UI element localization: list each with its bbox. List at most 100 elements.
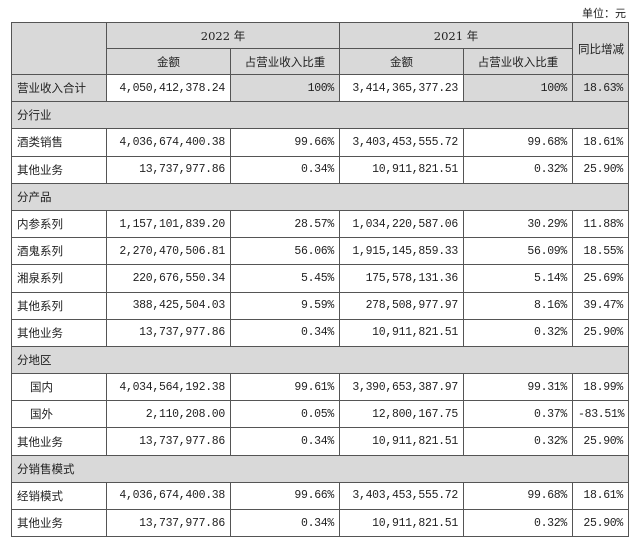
section-label: 分产品 [11, 182, 629, 211]
section-row: 分产品 [11, 182, 629, 211]
amount-2022: 1,157,101,839.20 [106, 209, 231, 239]
amount-2022: 4,034,564,192.38 [106, 373, 231, 402]
amount-2022: 4,036,674,400.38 [106, 481, 231, 511]
amount-2021: 3,403,453,555.72 [339, 481, 464, 511]
ratio-2022: 99.66% [230, 481, 340, 511]
ratio-2021: 0.32% [463, 427, 573, 456]
yoy-change: 18.61% [572, 128, 629, 157]
yoy-change: 25.90% [572, 427, 629, 456]
ratio-2021: 5.14% [463, 264, 573, 293]
table-row: 内参系列 1,157,101,839.20 28.57% 1,034,220,587.… [11, 209, 629, 239]
total-row: 营业收入合计 4,050,412,378.24 100% 3,414,365,377.… [11, 73, 629, 103]
header-yoy: 同比增减 [572, 22, 629, 75]
header-row-years: 2022 年 2021 年 同比增减 [11, 22, 629, 75]
amount-2022: 4,036,674,400.38 [106, 128, 231, 157]
amount-2022: 4,050,412,378.24 [106, 73, 231, 103]
revenue-table: 2022 年 2021 年 同比增减 金额 占营业收入比重 金额 占营业收入比重… [11, 22, 629, 538]
ratio-2021: 0.32% [463, 318, 573, 347]
ratio-2021: 0.32% [463, 155, 573, 184]
ratio-2022: 0.05% [230, 400, 340, 429]
table-row: 国内 4,034,564,192.38 99.61% 3,390,653,387.97… [11, 373, 629, 402]
ratio-2021: 0.37% [463, 400, 573, 429]
amount-2022: 2,270,470,506.81 [106, 237, 231, 266]
ratio-2022: 0.34% [230, 318, 340, 347]
header-ratio-2021: 占营业收入比重 [463, 48, 573, 75]
ratio-2022: 0.34% [230, 427, 340, 456]
yoy-change: 18.61% [572, 481, 629, 511]
ratio-2022: 5.45% [230, 264, 340, 293]
amount-2021: 3,390,653,387.97 [339, 373, 464, 402]
row-label: 其他业务 [11, 155, 107, 184]
ratio-2021: 56.09% [463, 237, 573, 266]
amount-2021: 278,508,977.97 [339, 291, 464, 320]
table-row: 其他业务 13,737,977.86 0.34% 10,911,821.51 0.32%… [11, 318, 629, 347]
ratio-2021: 30.29% [463, 209, 573, 239]
amount-2021: 175,578,131.36 [339, 264, 464, 293]
section-label: 分销售模式 [11, 454, 629, 483]
row-label: 其他系列 [11, 291, 107, 320]
ratio-2022: 0.34% [230, 155, 340, 184]
amount-2021: 10,911,821.51 [339, 318, 464, 347]
ratio-2021: 99.68% [463, 128, 573, 157]
table-row: 其他业务 13,737,977.86 0.34% 10,911,821.51 0.32%… [11, 508, 629, 538]
amount-2021: 1,915,145,859.33 [339, 237, 464, 266]
table-row: 酒类销售 4,036,674,400.38 99.66% 3,403,453,555.… [11, 128, 629, 157]
yoy-change: 25.90% [572, 508, 629, 538]
table-row: 国外 2,110,208.00 0.05% 12,800,167.75 0.37% -83… [11, 400, 629, 429]
header-ratio-2022: 占营业收入比重 [230, 48, 340, 75]
amount-2021: 1,034,220,587.06 [339, 209, 464, 239]
header-blank-cell [11, 22, 107, 75]
header-2022: 2022 年 [106, 22, 340, 49]
section-label: 分地区 [11, 345, 629, 375]
amount-2021: 10,911,821.51 [339, 508, 464, 538]
yoy-change: 18.55% [572, 237, 629, 266]
ratio-2022: 99.61% [230, 373, 340, 402]
row-label: 其他业务 [11, 508, 107, 538]
row-label: 经销模式 [11, 481, 107, 511]
yoy-change: 25.90% [572, 155, 629, 184]
header-row-columns: 金额 占营业收入比重 金额 占营业收入比重 [12, 48, 629, 75]
amount-2022: 2,110,208.00 [106, 400, 231, 429]
row-label: 其他业务 [11, 318, 107, 347]
section-label: 分行业 [11, 101, 629, 130]
ratio-2022: 28.57% [230, 209, 340, 239]
yoy-change: 11.88% [572, 209, 629, 239]
row-label: 国外 [11, 400, 107, 429]
section-row: 分地区 [11, 345, 629, 375]
table-row: 其他业务 13,737,977.86 0.34% 10,911,821.51 0.32%… [11, 427, 629, 456]
amount-2021: 10,911,821.51 [339, 427, 464, 456]
amount-2022: 220,676,550.34 [106, 264, 231, 293]
ratio-2021: 99.31% [463, 373, 573, 402]
ratio-2021: 100% [463, 73, 573, 103]
yoy-change: 25.90% [572, 318, 629, 347]
row-label: 内参系列 [11, 209, 107, 239]
ratio-2021: 0.32% [463, 508, 573, 538]
amount-2021: 12,800,167.75 [339, 400, 464, 429]
section-row: 分销售模式 [11, 454, 629, 483]
yoy-change: -83.51% [572, 400, 629, 429]
amount-2022: 13,737,977.86 [106, 508, 231, 538]
yoy-change: 25.69% [572, 264, 629, 293]
row-label: 营业收入合计 [11, 73, 107, 103]
section-row: 分行业 [11, 101, 629, 130]
amount-2021: 3,403,453,555.72 [339, 128, 464, 157]
header-amount-2022: 金额 [106, 48, 231, 75]
amount-2022: 13,737,977.86 [106, 155, 231, 184]
ratio-2022: 0.34% [230, 508, 340, 538]
yoy-change: 18.99% [572, 373, 629, 402]
ratio-2021: 8.16% [463, 291, 573, 320]
amount-2021: 3,414,365,377.23 [339, 73, 464, 103]
row-label: 湘泉系列 [11, 264, 107, 293]
amount-2022: 13,737,977.86 [106, 318, 231, 347]
table-row: 酒鬼系列 2,270,470,506.81 56.06% 1,915,145,859.… [11, 237, 629, 266]
table-row: 其他业务 13,737,977.86 0.34% 10,911,821.51 0.32%… [11, 155, 629, 184]
ratio-2022: 100% [230, 73, 340, 103]
amount-2022: 388,425,504.03 [106, 291, 231, 320]
table-row: 其他系列 388,425,504.03 9.59% 278,508,977.97 8.1… [11, 291, 629, 320]
header-amount-2021: 金额 [339, 48, 464, 75]
header-2021: 2021 年 [339, 22, 573, 49]
ratio-2021: 99.68% [463, 481, 573, 511]
amount-2022: 13,737,977.86 [106, 427, 231, 456]
yoy-change: 39.47% [572, 291, 629, 320]
unit-label: 单位：元 [582, 7, 626, 20]
